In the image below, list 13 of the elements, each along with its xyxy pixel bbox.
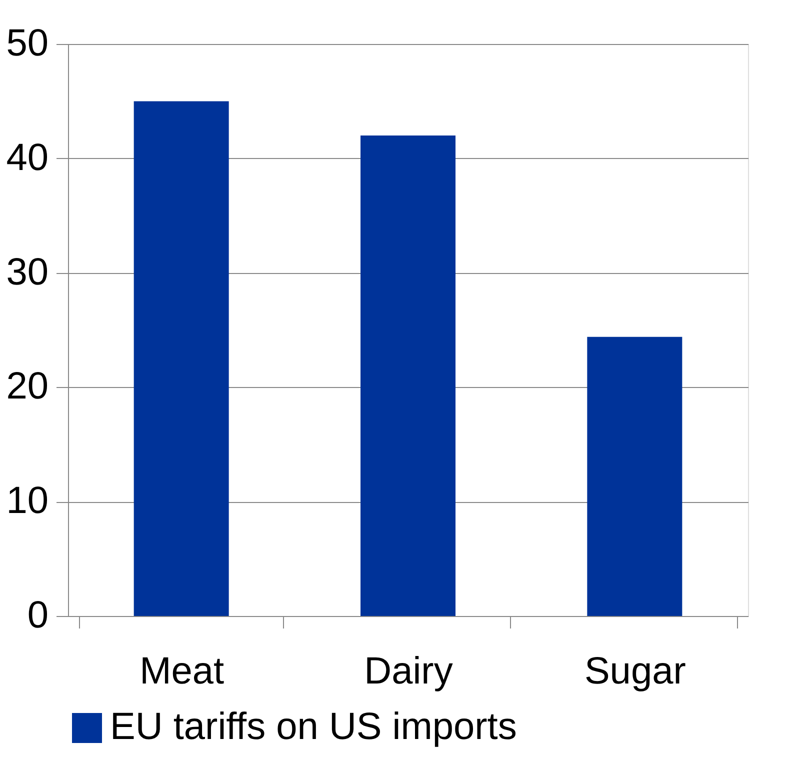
y-tick-label: 20 <box>6 366 48 408</box>
x-tick-label: Sugar <box>584 650 686 692</box>
y-tick-label: 40 <box>6 136 48 179</box>
bar <box>587 336 682 616</box>
bar <box>360 136 456 616</box>
y-tick-label: 50 <box>6 22 48 64</box>
x-tick-label: Meat <box>140 650 225 692</box>
y-tick-label: 10 <box>6 480 48 522</box>
y-tick-label: 30 <box>6 251 48 294</box>
y-tick-label: 0 <box>27 594 48 636</box>
bar <box>134 101 229 616</box>
legend-label: EU tariffs on US imports <box>110 706 517 748</box>
x-tick-label: Dairy <box>364 650 453 692</box>
